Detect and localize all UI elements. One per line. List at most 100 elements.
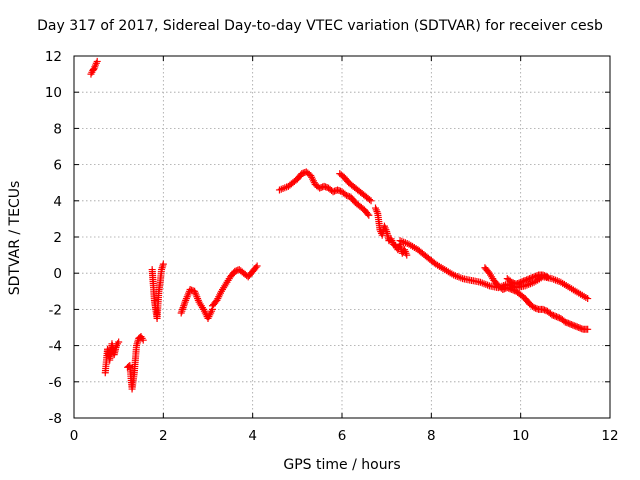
data-point-fill [344, 192, 352, 200]
data-point [508, 285, 516, 293]
data-point [499, 285, 507, 293]
data-point-fill [317, 184, 325, 192]
y-tick-label: 4 [53, 194, 62, 210]
series-track-4 [148, 260, 167, 322]
data-point [298, 170, 306, 178]
x-tick-label: 12 [601, 428, 618, 444]
data-point-fill [518, 278, 526, 286]
data-point [231, 267, 239, 275]
series-track-10 [396, 237, 592, 303]
data-point-fill [532, 272, 540, 280]
data-point-fill [549, 311, 557, 319]
data-point-fill [529, 273, 537, 281]
data-point [561, 318, 569, 326]
data-point [575, 324, 583, 331]
data-point-fill [234, 266, 242, 274]
series-track-2 [101, 338, 123, 377]
data-point-fill [366, 196, 374, 204]
data-point [508, 278, 516, 286]
y-tick-label: -8 [49, 411, 62, 427]
series-track-8 [336, 170, 375, 205]
y-tick-label: 2 [53, 230, 62, 246]
series-track-9 [372, 204, 411, 259]
data-point [548, 311, 556, 319]
data-point [334, 186, 342, 194]
x-tick-label: 4 [248, 428, 257, 444]
data-point-fill [373, 208, 381, 216]
data-point [367, 197, 375, 205]
data-point-fill [335, 187, 343, 195]
y-axis-label: SDTVAR / TECUs [7, 180, 23, 296]
data-point-fill [520, 277, 528, 285]
x-tick-label: 8 [427, 428, 436, 444]
data-point-fill [527, 274, 535, 282]
grid [74, 56, 610, 418]
data-point-fill [532, 304, 540, 312]
data-point [521, 276, 529, 284]
data-point [93, 57, 101, 65]
data-point [365, 211, 373, 219]
data-point [584, 295, 592, 303]
series-track-7 [275, 168, 373, 219]
chart-title: Day 317 of 2017, Sidereal Day-to-day VTE… [37, 18, 603, 34]
data-point [566, 320, 574, 328]
data-point-fill [188, 286, 196, 294]
data-point [139, 336, 147, 344]
data-point-fill [578, 325, 586, 333]
data-point-fill [573, 323, 581, 331]
data-point-fill [364, 210, 372, 218]
data-point [320, 182, 328, 190]
data-point-fill [554, 313, 562, 321]
x-tick-label: 6 [338, 428, 347, 444]
data-point [530, 304, 538, 312]
data-point [552, 313, 560, 321]
data-point-fill [252, 263, 260, 271]
y-tick-label: -6 [49, 375, 62, 391]
data-point [403, 251, 411, 259]
data-points [87, 57, 592, 393]
data-point [584, 325, 592, 333]
data-point-fill [514, 279, 522, 287]
data-point-fill [500, 285, 508, 293]
data-point-fill [533, 305, 541, 313]
x-tick-label: 0 [70, 428, 79, 444]
y-tick-label: 12 [45, 49, 62, 65]
y-tick-label: -2 [49, 302, 62, 318]
axis-ticks: 0 2 4 6 8 10 12 -8 -6 -4 -2 0 2 4 6 8 10 12 [45, 49, 619, 444]
data-point [115, 338, 123, 346]
data-point [543, 273, 551, 281]
data-point [539, 305, 547, 313]
data-point [342, 191, 350, 199]
series-track-12 [503, 271, 551, 288]
data-point [512, 280, 520, 288]
data-point [526, 275, 534, 283]
y-tick-label: 10 [45, 85, 62, 101]
data-point-fill [372, 206, 380, 214]
data-point-fill [542, 272, 550, 280]
series-track-5 [177, 285, 216, 322]
series-track-11 [481, 264, 592, 333]
series-track-3 [124, 333, 147, 393]
y-tick-label: 8 [53, 121, 62, 137]
data-point-fill [331, 187, 339, 195]
data-point-fill [509, 286, 517, 294]
data-point [503, 284, 511, 292]
data-point-fill [540, 272, 548, 280]
data-point [329, 188, 337, 196]
data-point-fill [322, 183, 330, 191]
y-tick-label: -4 [49, 339, 62, 355]
data-point-fill [576, 324, 584, 332]
x-axis-label: GPS time / hours [283, 457, 401, 473]
data-point-fill [505, 284, 513, 292]
y-tick-label: 6 [53, 158, 62, 174]
data-point [253, 262, 261, 270]
data-point-fill [567, 320, 575, 328]
data-point [186, 285, 194, 293]
data-point-fill [524, 275, 532, 283]
data-point-fill [301, 168, 309, 176]
data-point-fill [563, 319, 571, 327]
series-track-1 [87, 57, 101, 78]
data-point [539, 271, 547, 279]
x-tick-label: 2 [159, 428, 168, 444]
data-point-fill [125, 362, 133, 370]
